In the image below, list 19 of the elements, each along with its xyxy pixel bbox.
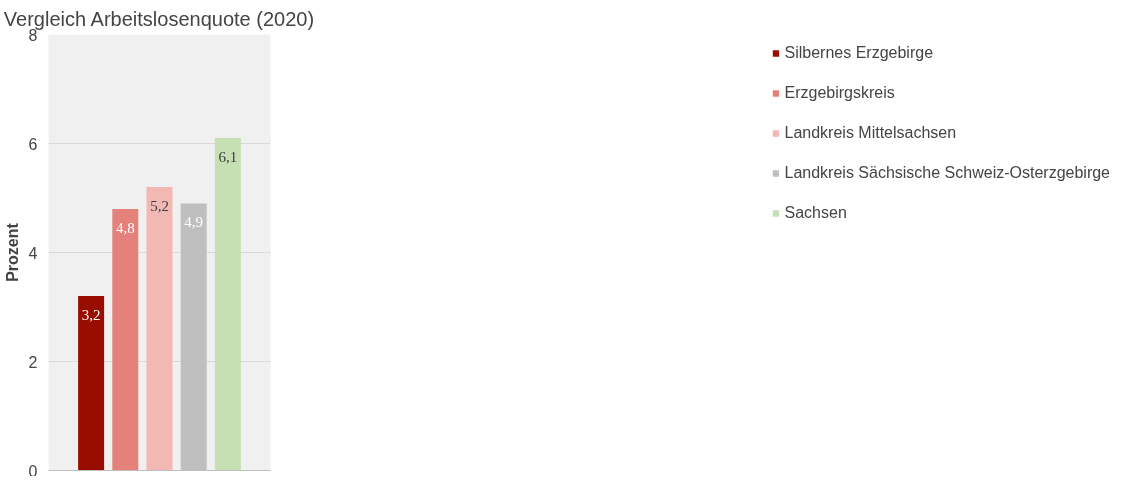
data-label: 3,2 bbox=[81, 307, 101, 324]
data-label: 5,2 bbox=[150, 198, 169, 215]
y-tick-label: 4 bbox=[28, 244, 38, 262]
y-axis-title: Prozent bbox=[3, 222, 21, 282]
bar bbox=[112, 208, 139, 471]
data-label: 4,8 bbox=[115, 219, 135, 236]
data-label: 4,9 bbox=[184, 214, 204, 231]
legend-label: Erzgebirgskreis bbox=[784, 84, 895, 102]
bar bbox=[214, 138, 241, 471]
bar bbox=[146, 187, 173, 471]
legend-label: Landkreis Mittelsachsen bbox=[784, 124, 957, 142]
legend-label: Landkreis Sächsische Schweiz-Osterzgebirge bbox=[784, 164, 1110, 182]
y-tick-label: 6 bbox=[28, 135, 38, 153]
legend-label: Silbernes Erzgebirge bbox=[784, 44, 934, 62]
data-label: 6,1 bbox=[218, 149, 238, 166]
y-tick-label: 2 bbox=[28, 353, 38, 371]
y-tick-label: 0 bbox=[28, 462, 38, 480]
legend-label: Sachsen bbox=[784, 204, 847, 222]
bar bbox=[78, 296, 105, 471]
